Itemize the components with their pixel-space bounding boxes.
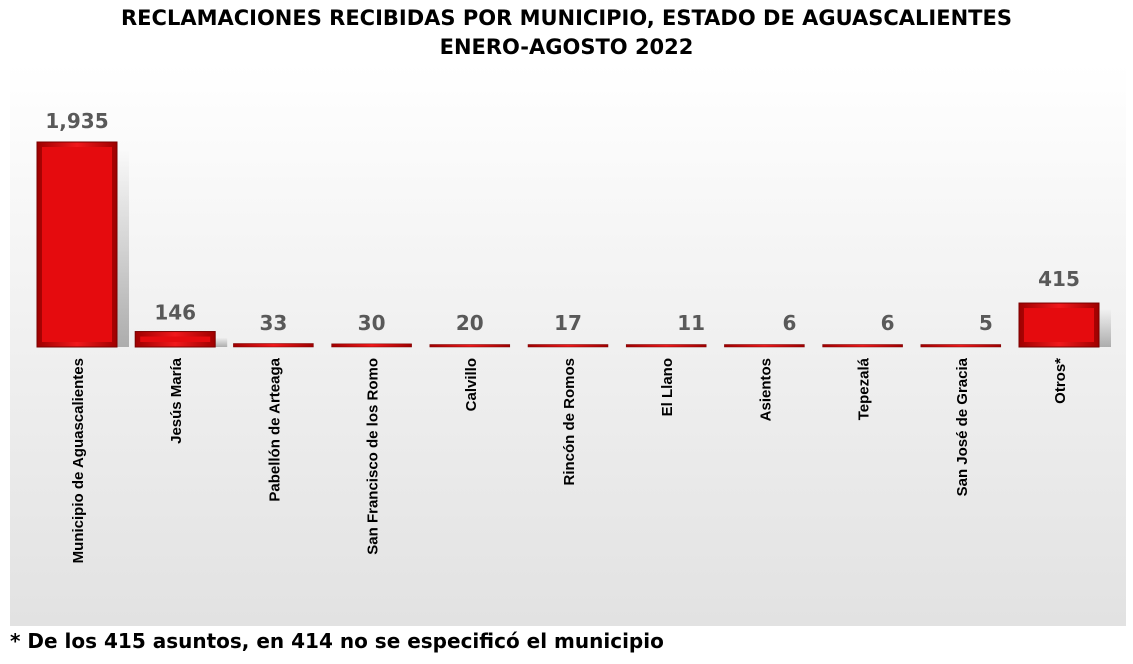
bars-layer [36, 141, 1111, 348]
value-label: 6 [782, 311, 796, 335]
category-label: San José de Gracia [954, 357, 971, 496]
category-label: Asientos [757, 358, 774, 421]
category-label: Pabellón de Arteaga [266, 357, 283, 501]
footnote: * De los 415 asuntos, en 414 no se espec… [10, 629, 664, 653]
value-label: 20 [456, 311, 484, 335]
bar-bevel [140, 336, 211, 342]
chart-title: RECLAMACIONES RECIBIDAS POR MUNICIPIO, E… [0, 4, 1133, 62]
value-label: 30 [358, 311, 386, 335]
bar-bevel [1024, 308, 1094, 342]
bar-6 [527, 344, 609, 348]
bar-shadow [117, 148, 129, 347]
value-label: 1,935 [45, 109, 108, 133]
value-label: 5 [979, 311, 993, 335]
category-label: Otros* [1052, 358, 1069, 404]
value-label: 146 [154, 301, 196, 325]
bar-10 [920, 344, 1002, 348]
category-label: El Llano [659, 358, 676, 416]
bar-3 [233, 343, 314, 348]
value-label: 17 [554, 311, 582, 335]
value-label: 33 [259, 311, 287, 335]
value-label: 11 [677, 311, 705, 335]
bar-8 [724, 344, 805, 348]
value-label: 6 [881, 311, 895, 335]
bar-9 [822, 344, 903, 348]
value-labels-layer: 1,935 146 33 30 20 17 11 6 6 5 415 [45, 109, 1080, 335]
chart-subtitle-line: ENERO-AGOSTO 2022 [439, 35, 694, 59]
category-labels-layer: Municipio de Aguascalientes Jesús María Pa… [70, 357, 1069, 563]
category-label: Tepezalá [856, 357, 873, 420]
bar-shadow [1099, 309, 1111, 347]
category-label: Calvillo [463, 358, 480, 411]
bar-shadow [215, 337, 228, 347]
category-label: Rincón de Romos [561, 358, 578, 486]
bar-bevel [42, 147, 112, 342]
category-label: San Francisco de los Romo [365, 358, 382, 555]
category-label: Municipio de Aguascalientes [70, 358, 87, 563]
bar-5 [429, 344, 511, 348]
bar-4 [331, 343, 412, 348]
value-label: 415 [1038, 267, 1080, 291]
chart-title-line: RECLAMACIONES RECIBIDAS POR MUNICIPIO, E… [121, 6, 1012, 30]
category-label: Jesús María [168, 357, 185, 444]
bar-7 [625, 344, 707, 348]
